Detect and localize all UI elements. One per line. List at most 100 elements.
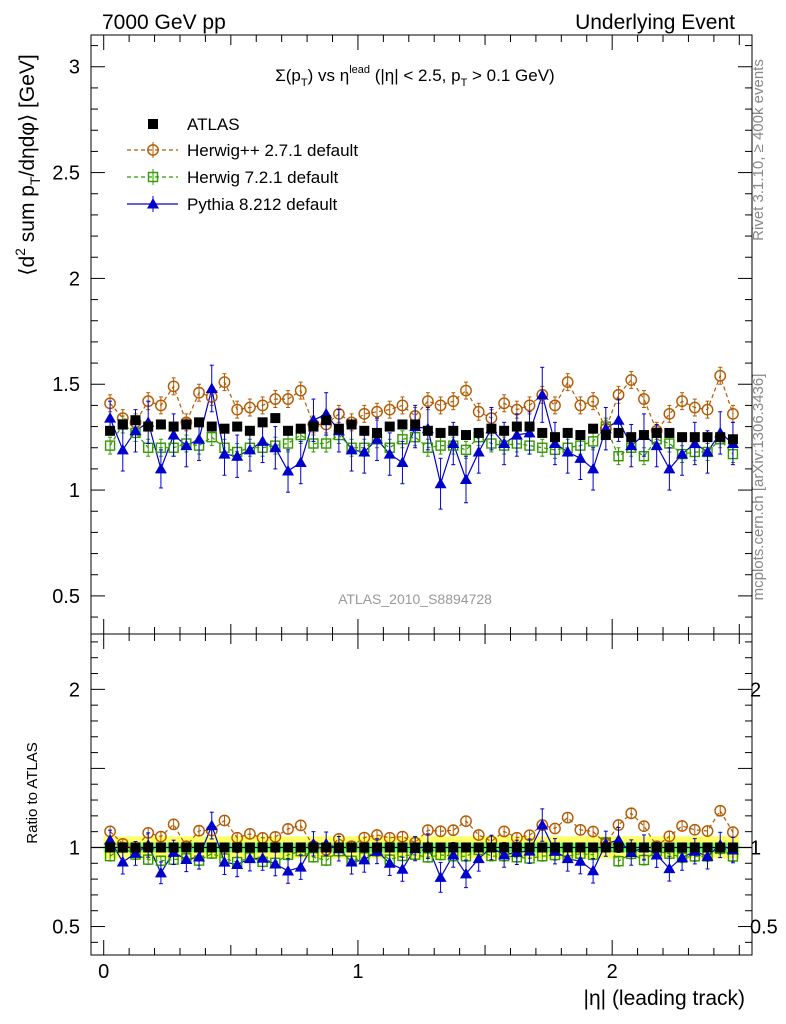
main-herwig-2-7-1-default-line (109, 374, 734, 433)
main-pythia-8-212-default-point (447, 437, 460, 449)
ratio-atlas-point (537, 842, 548, 853)
x-tick-label: 0 (98, 961, 109, 983)
main-atlas-point (702, 432, 713, 443)
main-atlas-point (638, 430, 649, 441)
ratio-herwig-2-7-1-default-point (663, 830, 676, 843)
main-herwig-7-2-1-default-point (320, 438, 332, 449)
main-atlas-point (689, 432, 700, 443)
ratio-pythia-8-212-default-point (561, 852, 574, 864)
ratio-pythia-8-212-default-point (650, 848, 663, 860)
main-herwig-2-7-1-default-point (625, 374, 638, 386)
main-atlas-point (410, 419, 421, 430)
main-atlas-point (626, 432, 637, 443)
ratio-atlas-point (308, 842, 319, 853)
ratio-pythia-8-212-default-point (345, 855, 358, 867)
ratio-atlas-point (333, 842, 344, 853)
main-pythia-8-212-default-point (180, 439, 193, 451)
main-pythia-8-212-default-point (510, 429, 523, 440)
main-atlas-point (448, 425, 459, 436)
main-herwig-2-7-1-default-point (574, 399, 587, 412)
ratio-herwig-7-2-1-default-point (613, 855, 624, 867)
ylabel-part-3: /dηdφ⟩ [GeV] (16, 54, 39, 176)
main-atlas-point (524, 421, 535, 432)
main-atlas-point (194, 417, 205, 428)
ratio-herwig-2-7-1-default-point (167, 818, 180, 831)
ratio-atlas-point (727, 842, 738, 853)
ratio-ytick-label-left: 1 (69, 837, 80, 859)
ratio-pythia-8-212-default-point (193, 851, 206, 862)
ylabel-sup: 2 (12, 248, 28, 256)
main-herwig-7-2-1-default-point (460, 444, 472, 456)
main-herwig-2-7-1-default-point (727, 407, 739, 420)
ratio-herwig-2-7-1-default-point (396, 830, 409, 843)
ratio-herwig-2-7-1-default-point (498, 825, 511, 838)
ratio-atlas-point (283, 842, 294, 853)
title-sub-t: T (301, 77, 308, 89)
legend-herwig-7-2-1-default-label: Herwig 7.2.1 default (187, 168, 338, 187)
ratio-ytick-label-left: 2 (69, 679, 80, 701)
main-pythia-8-212-default-point (536, 388, 549, 400)
main-herwig-2-7-1-default-point (638, 393, 650, 405)
ratio-herwig-2-7-1-default-point (638, 820, 650, 833)
main-atlas-point (422, 425, 433, 436)
ratio-ytick-label-left: 0.5 (52, 917, 80, 939)
main-herwig-2-7-1-default-point (193, 386, 205, 399)
ratio-herwig-2-7-1-default-point (625, 807, 638, 820)
main-atlas-point (677, 432, 688, 443)
title-vs: ) vs η (308, 66, 350, 85)
main-herwig-2-7-1-default-point (256, 399, 269, 412)
mcplots-label: mcplots.cern.ch [arXiv:1306.3436] (750, 374, 767, 601)
ratio-atlas-point (410, 842, 421, 853)
ratio-pythia-8-212-default-point (447, 848, 460, 860)
main-pythia-8-212-default-point (345, 443, 358, 455)
ratio-pythia-8-212-default-point (180, 853, 193, 865)
main-herwig-7-2-1-default-point (282, 438, 294, 449)
tick-labels: 0.5 1 1.5 2 2.5 3 0.5 0.5 1 1 2 2 0 1 2 (52, 57, 778, 983)
main-herwig-2-7-1-default-point (549, 399, 561, 412)
ratio-atlas-point (626, 842, 637, 853)
ratio-pythia-8-212-default-point (104, 834, 117, 845)
main-herwig-2-7-1-default-point (714, 369, 727, 382)
main-pythia-8-212-default-point (383, 448, 396, 459)
title-cut1: (|η| < 2.5, p (370, 66, 461, 85)
ratio-atlas-point (359, 842, 370, 853)
main-atlas-point (257, 417, 268, 428)
ratio-pythia-8-212-default-point (231, 858, 244, 870)
ratio-herwig-2-7-1-default-point (472, 829, 485, 841)
ratio-ytick-label-right: 2 (750, 679, 761, 701)
ratio-atlas-point (143, 842, 154, 853)
ratio-pythia-8-212-default-point (256, 852, 269, 863)
ratio-herwig-2-7-1-default-point (155, 830, 167, 843)
main-atlas-point (588, 423, 599, 434)
main-atlas-point (143, 421, 154, 432)
ratio-atlas-point (219, 842, 230, 853)
main-herwig-7-2-1-default-point (587, 436, 599, 447)
ratio-pythia-8-212-default-point (434, 871, 447, 882)
main-atlas-point (460, 430, 471, 441)
main-pythia-8-212-default-point (701, 445, 714, 457)
ylabel-sub: T (27, 176, 43, 185)
main-herwig-2-7-1-default-point (523, 399, 536, 412)
main-pythia-8-212-default-point (498, 437, 511, 449)
main-herwig-7-2-1-default-point (206, 431, 217, 443)
main-herwig-7-2-1-default-point (435, 440, 446, 451)
ratio-atlas-point (562, 842, 573, 853)
ratio-atlas-point (511, 842, 522, 853)
ratio-atlas-point (613, 842, 624, 853)
ratio-atlas-point (422, 842, 433, 853)
ratio-herwig-2-7-1-default-point (587, 825, 600, 838)
main-herwig-2-7-1-default-point (434, 399, 447, 412)
main-pythia-8-212-default-point (472, 445, 485, 457)
main-atlas-point (499, 425, 510, 436)
main-herwig-2-7-1-default-point (231, 403, 244, 416)
main-pythia-8-212-default-point (663, 462, 676, 474)
main-herwig-2-7-1-default-point (294, 384, 307, 397)
main-atlas-point (562, 427, 573, 438)
ratio-pythia-8-212-default-point (574, 855, 587, 866)
legend: ATLAS Herwig++ 2.7.1 default Herwig 7.2.1 … (127, 115, 358, 214)
ratio-herwig-2-7-1-default-point (688, 823, 701, 836)
main-herwig-2-7-1-default-point (421, 395, 434, 408)
main-herwig-2-7-1-default-point (218, 376, 231, 389)
main-pythia-8-212-default-point (167, 429, 180, 440)
main-atlas-point (206, 421, 217, 432)
